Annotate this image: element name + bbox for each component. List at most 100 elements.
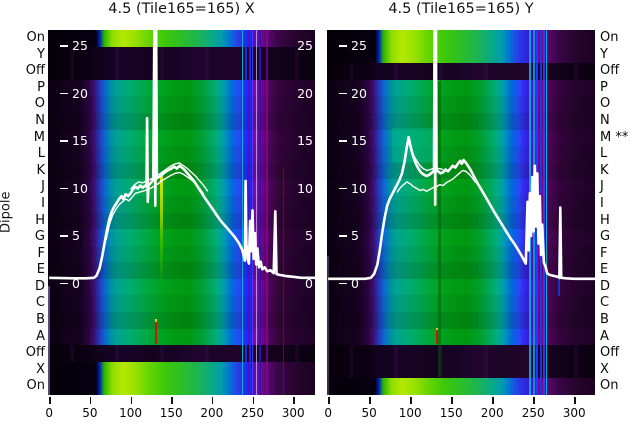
heatmap-row [48, 30, 315, 48]
y-tick-text: 25 [72, 38, 88, 53]
y-tick-label-right: 10 [283, 180, 313, 196]
heatmap-row [327, 361, 595, 379]
row-label-y: Y [600, 46, 608, 62]
y-tick-label-right: 0 [283, 276, 313, 291]
y-tick-text: 20 [72, 85, 88, 101]
y-tick-mark [60, 140, 68, 142]
row-label-b: B [600, 312, 609, 328]
row-label-m: M [33, 129, 45, 145]
row-label-off: Off [25, 345, 45, 361]
row-labels-right: On Y Off P O N M ** L K J I H G F E D C B A Off X On [600, 30, 640, 395]
heatmap-row [48, 278, 315, 297]
y-tick-text: 10 [297, 180, 313, 196]
x-tick-mark [89, 397, 92, 404]
x-tick-mark [328, 397, 330, 404]
heatmap-row [327, 96, 595, 114]
row-label-x: X [36, 361, 45, 377]
artifact-stripe [259, 30, 261, 395]
y-tick-text: 25 [297, 38, 313, 53]
y-tick-mark [339, 235, 347, 237]
y-tick-mark [339, 187, 347, 190]
line-trace [328, 30, 595, 281]
row-label-o: O [600, 96, 611, 112]
row-label-a: A [600, 328, 609, 344]
heatmap-row [48, 129, 315, 147]
heatmap-row [327, 312, 595, 330]
y-tick-text: 15 [297, 133, 313, 148]
row-label-e: E [600, 262, 609, 278]
x-tick-label: 50 [361, 406, 377, 420]
y-tick-label: 0 [60, 276, 80, 291]
x-tick-label: 50 [82, 406, 98, 420]
x-tick-label: 250 [521, 406, 545, 420]
y-tick-text: 10 [72, 180, 88, 196]
heatmap-row [48, 312, 315, 330]
row-label-j: J [41, 179, 45, 195]
heatmap-row [327, 112, 595, 131]
heatmap-row [327, 295, 595, 313]
row-label-g: G [34, 229, 45, 245]
heatmap-row [327, 278, 595, 297]
y-tick-label-right: 25 [283, 39, 313, 53]
x-axis-panel-x: 0 50 100 150 200 250 300 [45, 395, 315, 429]
heatmap-row [48, 295, 315, 313]
row-label-x: X [600, 361, 609, 377]
y-tick-mark [60, 282, 68, 285]
x-tick-mark [211, 397, 214, 404]
heatmap-row [327, 378, 595, 395]
y-tick-text: 5 [72, 228, 80, 243]
y-tick-label: 10 [339, 181, 367, 196]
x-tick-mark [533, 397, 535, 404]
row-label-off: Off [25, 63, 45, 79]
row-label-off: Off [600, 345, 620, 361]
row-labels-left: On Y Off P O N M L K J I H G F E D C B A Off X On [0, 30, 45, 395]
x-tick-mark [451, 397, 453, 404]
x-tick-label: 150 [159, 406, 183, 420]
x-tick-label: 200 [200, 406, 224, 420]
x-tick-mark [369, 397, 371, 404]
heatmap-row [48, 63, 315, 81]
row-label-h: H [35, 212, 45, 228]
row-label-c: C [600, 295, 610, 311]
y-tick-mark [339, 140, 347, 142]
row-label-d: D [600, 278, 611, 294]
panel-y-title: 4.5 (Tile165=165) Y [388, 1, 534, 17]
y-tick-mark [60, 92, 68, 95]
heatmap-row [48, 378, 315, 395]
y-tick-mark [339, 282, 347, 285]
spectrum-line-plot [328, 30, 595, 281]
artifact-stripe [241, 30, 244, 395]
y-tick-label: 15 [60, 134, 88, 148]
heatmap-row [327, 262, 595, 280]
heatmap-panel-x: 25 25 20 20 15 15 10 10 5 5 0 0 [48, 30, 315, 395]
flagged-channel-mark [154, 319, 157, 345]
row-label-o: O [34, 96, 45, 112]
artifact-patch [160, 176, 164, 286]
heatmap-row [327, 345, 595, 363]
x-tick-mark [492, 397, 494, 404]
row-label-on: On [26, 378, 45, 394]
heatmap-row [48, 146, 315, 164]
heatmap-row [327, 328, 595, 346]
x-tick-mark [49, 397, 51, 404]
y-tick-label: 5 [339, 229, 359, 243]
x-tick-mark [410, 397, 412, 404]
y-tick-text: 5 [351, 228, 359, 243]
x-tick-label: 100 [398, 406, 422, 420]
heatmap-row [48, 79, 315, 97]
heatmap-row [327, 63, 595, 81]
y-tick-label: 25 [60, 39, 88, 53]
y-tick-text: 0 [351, 275, 359, 291]
y-tick-label-right: 20 [283, 86, 313, 101]
row-label-n: N [35, 112, 45, 128]
row-label-g: G [600, 229, 611, 245]
artifact-stripe [543, 30, 545, 395]
row-label-d: D [34, 278, 45, 294]
heatmap-row [327, 79, 595, 97]
x-tick-label: 250 [241, 406, 264, 420]
y-tick-label: 10 [60, 180, 88, 196]
artifact-stripe [48, 285, 51, 395]
y-tick-label-right: 15 [283, 134, 313, 148]
heatmap-row [48, 328, 315, 346]
x-tick-mark [293, 397, 295, 404]
